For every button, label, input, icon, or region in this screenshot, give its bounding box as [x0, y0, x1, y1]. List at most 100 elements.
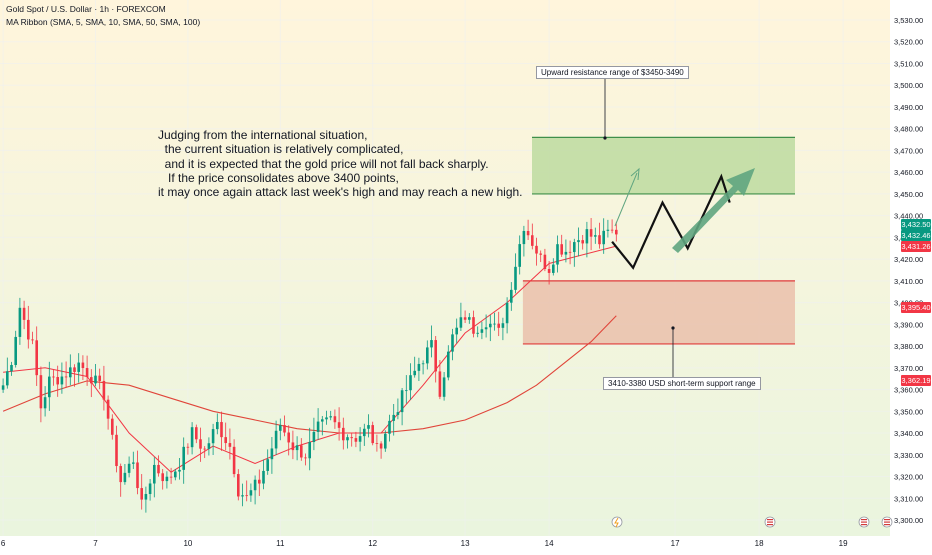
candle [98, 368, 101, 390]
candle [594, 227, 597, 244]
candle [505, 297, 509, 334]
y-tick-label: 3,510.00 [894, 59, 923, 68]
candle-body [497, 323, 500, 328]
candle-body [73, 367, 76, 372]
candle-body [493, 323, 496, 325]
candle [501, 317, 505, 341]
note-line-4: If the price consolidates above 3400 poi… [158, 170, 399, 185]
candle-body [115, 434, 118, 467]
candle [6, 357, 9, 389]
candle [367, 414, 370, 438]
candle-body [388, 420, 391, 434]
y-tick-label: 3,360.00 [894, 386, 923, 395]
candle-body [451, 334, 454, 352]
candle-body [405, 390, 408, 392]
candle [489, 314, 492, 342]
candle-body [274, 430, 278, 449]
candle-body [207, 443, 211, 449]
candle [199, 427, 202, 462]
us-flag-event-icon [858, 516, 870, 528]
candle [207, 437, 211, 456]
flag-stripe [767, 524, 773, 526]
candle-body [316, 421, 320, 432]
candle-body [518, 244, 521, 267]
candle-body [119, 466, 122, 483]
candle [144, 486, 148, 513]
candle-body [325, 417, 328, 420]
candle-body [291, 442, 295, 451]
y-tick-label: 3,300.00 [894, 516, 923, 525]
candle-body [148, 483, 152, 495]
candle-body [308, 442, 311, 459]
candle-body [295, 445, 299, 451]
candle-body [560, 244, 563, 255]
candle [10, 361, 13, 376]
candle [249, 483, 253, 502]
candle-body [417, 363, 421, 371]
candle [421, 360, 425, 375]
us-flag-event-icon [764, 516, 776, 528]
candle [245, 480, 248, 502]
candle-body [102, 380, 106, 400]
candle-body [438, 371, 442, 397]
x-tick-label: 6 [1, 539, 6, 548]
candle-body [350, 437, 353, 439]
candle [522, 225, 526, 257]
event-icons[interactable] [611, 516, 893, 528]
resistance-label[interactable]: Upward resistance range of $3450-3490 [536, 66, 689, 79]
flag-stripe [861, 521, 867, 523]
candle [535, 237, 538, 266]
candle [56, 365, 59, 397]
candle-body [442, 377, 446, 397]
projection-path [611, 173, 731, 270]
candle-body [589, 229, 593, 237]
candle-body [249, 490, 253, 496]
candle-body [333, 416, 337, 423]
candle [81, 355, 85, 380]
candle [279, 418, 282, 441]
candle-body [258, 479, 261, 484]
candle [346, 434, 349, 449]
support-label[interactable]: 3410-3380 USD short-term support range [603, 377, 761, 390]
axis-background [890, 0, 932, 550]
candle-body [287, 432, 290, 443]
candle-body [535, 245, 538, 254]
candle-body [531, 235, 534, 246]
candle-body [111, 418, 114, 435]
candle-body [501, 323, 505, 328]
candle [396, 398, 400, 420]
y-tick-label: 3,520.00 [894, 38, 923, 47]
y-tick-label: 3,420.00 [894, 255, 923, 264]
candle-body [304, 457, 307, 459]
candle-body [342, 427, 345, 441]
candle [514, 253, 517, 294]
candle [552, 258, 555, 276]
candle-body [266, 459, 269, 471]
candle-body [279, 425, 282, 431]
candle-body [615, 229, 618, 235]
y-tick-label: 3,310.00 [894, 494, 923, 503]
candle [64, 361, 68, 388]
candle [312, 417, 316, 451]
candle [295, 436, 299, 461]
candle-body [573, 242, 576, 253]
candle-body [220, 422, 223, 438]
flag-stripe [767, 521, 773, 523]
thin-up-arrow-head [630, 167, 640, 181]
candle [43, 386, 47, 417]
candle [375, 434, 379, 452]
y-tick-label: 3,500.00 [894, 81, 923, 90]
y-tick-label: 3,480.00 [894, 125, 923, 134]
candle [18, 297, 22, 345]
candle-body [195, 427, 198, 440]
price-axis[interactable]: 3,300.00 3,310.00 3,320.00 3,330.00 3,340.00… [894, 16, 923, 525]
symbol-title[interactable]: Gold Spot / U.S. Dollar · 1h · FOREXCOM [6, 4, 166, 14]
indicator-legend[interactable]: MA Ribbon (SMA, 5, SMA, 10, SMA, 50, SMA… [6, 17, 201, 27]
candle-body [526, 230, 530, 236]
price-tag-ma50: 3,395.40 [901, 302, 931, 313]
time-axis[interactable]: 6 7 10 11 12 13 14 17 18 19 [1, 539, 848, 548]
candle [127, 456, 131, 478]
x-tick-label: 14 [545, 539, 554, 548]
